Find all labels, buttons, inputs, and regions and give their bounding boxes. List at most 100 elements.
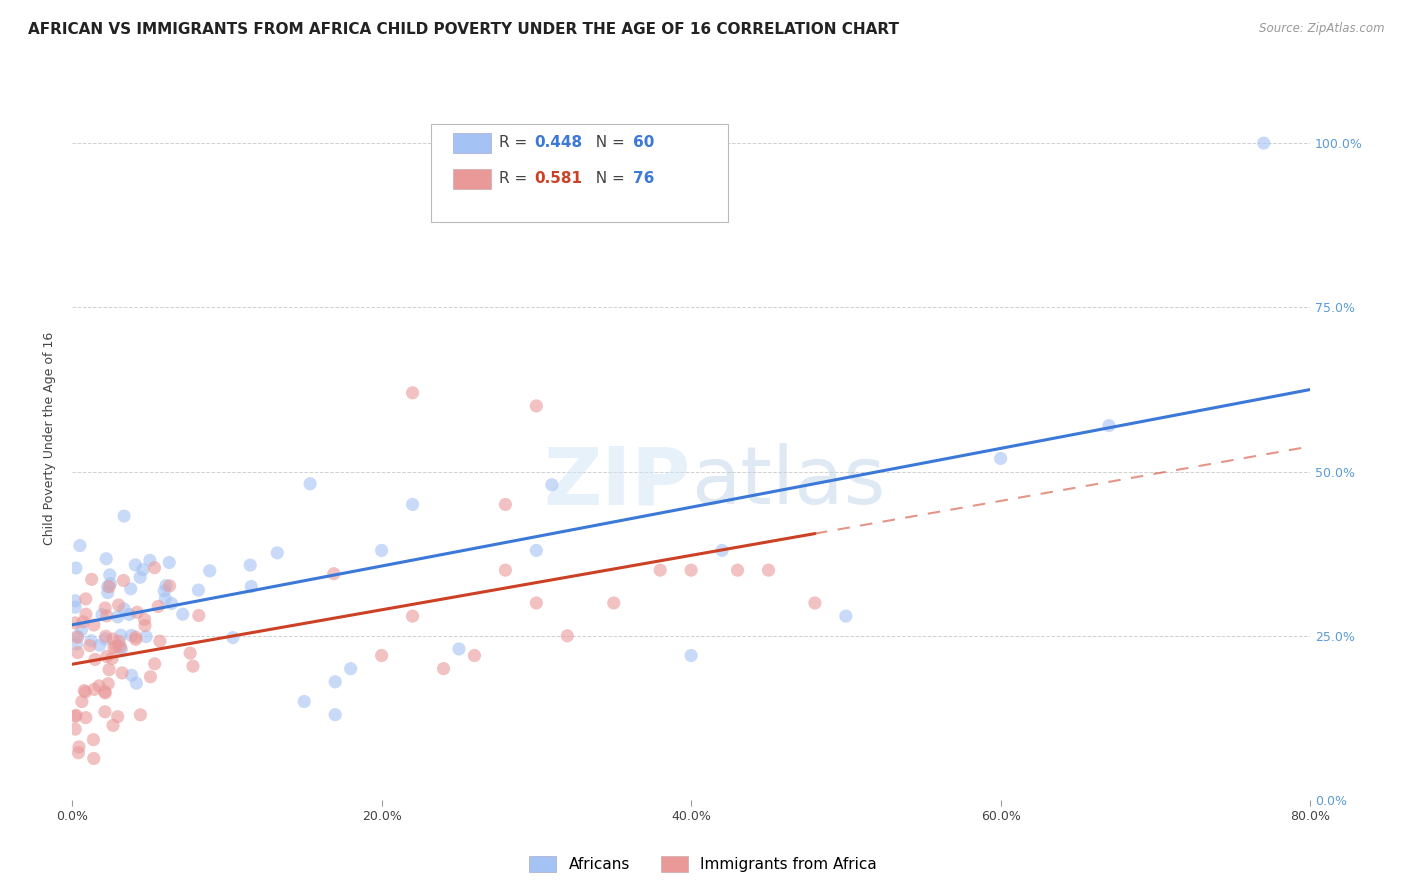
Point: [179, 646, 201, 660]
Point: [65, 708, 87, 723]
Point: [63, 722, 86, 736]
Point: [72, 615, 94, 629]
Point: [494, 498, 516, 512]
Point: [112, 602, 135, 616]
Point: [98, 663, 121, 677]
Point: [67, 739, 90, 754]
Point: [66, 637, 89, 651]
Point: [401, 609, 423, 624]
Point: [101, 632, 124, 646]
Point: [370, 543, 392, 558]
Point: [155, 591, 177, 606]
Point: [153, 583, 176, 598]
Point: [63, 593, 86, 607]
Point: [727, 563, 749, 577]
Point: [603, 596, 626, 610]
Point: [66, 630, 89, 644]
Point: [63, 600, 86, 615]
Point: [94, 686, 117, 700]
Point: [96, 608, 118, 623]
Point: [711, 543, 734, 558]
Point: [120, 582, 142, 596]
Point: [65, 561, 87, 575]
Point: [187, 583, 209, 598]
Point: [110, 640, 132, 655]
Point: [82, 732, 104, 747]
Point: [143, 657, 166, 671]
Point: [146, 599, 169, 614]
Text: N =: N =: [586, 171, 630, 186]
Point: [681, 563, 703, 577]
Point: [187, 608, 209, 623]
Point: [494, 563, 516, 577]
Point: [1098, 418, 1121, 433]
Point: [129, 570, 152, 584]
Point: [101, 718, 124, 732]
Point: [125, 676, 148, 690]
Point: [323, 674, 346, 689]
Point: [540, 477, 562, 491]
Text: Source: ZipAtlas.com: Source: ZipAtlas.com: [1260, 22, 1385, 36]
Point: [107, 639, 129, 653]
Point: [198, 564, 221, 578]
Legend: Africans, Immigrants from Africa: Africans, Immigrants from Africa: [522, 848, 884, 880]
Point: [524, 399, 547, 413]
Point: [94, 601, 117, 615]
Point: [157, 556, 180, 570]
Point: [134, 618, 156, 632]
Point: [110, 628, 132, 642]
Point: [69, 539, 91, 553]
Point: [143, 560, 166, 574]
Point: [100, 576, 122, 591]
Point: [172, 607, 194, 622]
Point: [75, 711, 97, 725]
Point: [132, 563, 155, 577]
Point: [139, 553, 162, 567]
Point: [66, 629, 89, 643]
Point: [83, 682, 105, 697]
Point: [97, 580, 120, 594]
Text: 60: 60: [633, 135, 654, 150]
Point: [134, 612, 156, 626]
Point: [70, 623, 93, 637]
Point: [135, 630, 157, 644]
Point: [79, 639, 101, 653]
Point: [83, 618, 105, 632]
Point: [75, 591, 97, 606]
Point: [63, 615, 86, 630]
Point: [111, 665, 134, 680]
Point: [990, 451, 1012, 466]
Point: [524, 596, 547, 610]
Point: [555, 629, 578, 643]
Point: [66, 646, 89, 660]
Point: [758, 563, 780, 577]
Point: [75, 607, 97, 622]
Point: [110, 642, 132, 657]
Point: [70, 695, 93, 709]
Point: [112, 574, 135, 588]
Point: [1253, 136, 1275, 150]
Point: [83, 751, 105, 765]
FancyBboxPatch shape: [453, 169, 491, 189]
Text: AFRICAN VS IMMIGRANTS FROM AFRICA CHILD POVERTY UNDER THE AGE OF 16 CORRELATION : AFRICAN VS IMMIGRANTS FROM AFRICA CHILD …: [28, 22, 898, 37]
Point: [292, 694, 315, 708]
Point: [181, 659, 204, 673]
Point: [94, 705, 117, 719]
Point: [447, 642, 470, 657]
Point: [125, 632, 148, 647]
Point: [160, 596, 183, 610]
Point: [129, 707, 152, 722]
Point: [104, 640, 127, 654]
Point: [96, 551, 118, 566]
Point: [63, 709, 86, 723]
Point: [112, 509, 135, 524]
Point: [121, 628, 143, 642]
Point: [75, 685, 97, 699]
Point: [681, 648, 703, 663]
FancyBboxPatch shape: [432, 124, 728, 222]
FancyBboxPatch shape: [453, 133, 491, 153]
Text: 76: 76: [633, 171, 654, 186]
Point: [89, 638, 111, 652]
Point: [239, 558, 262, 573]
Point: [124, 630, 146, 644]
